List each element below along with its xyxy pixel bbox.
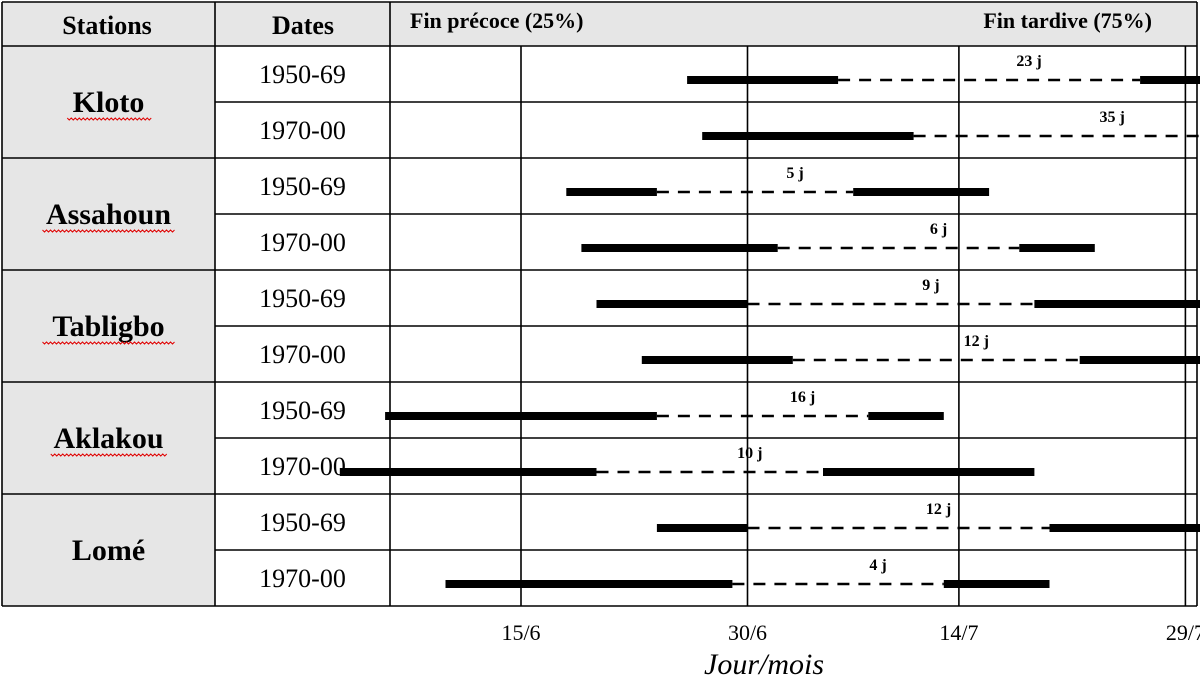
gap-label: 5 j: [786, 165, 803, 182]
period-label: 1950-69: [259, 284, 346, 313]
x-tick-label: 30/6: [728, 620, 767, 645]
gap-label: 4 j: [869, 557, 886, 574]
period-label: 1970-00: [259, 228, 346, 257]
header-stations: Stations: [62, 11, 152, 40]
gap-label: 6 j: [930, 221, 947, 238]
spellcheck-underline: [42, 229, 175, 233]
spellcheck-underline: [66, 117, 152, 121]
x-tick-label: 14/7: [939, 620, 978, 645]
period-label: 1970-00: [259, 116, 346, 145]
header-band: [2, 2, 1197, 46]
gap-label: 35 j: [1099, 109, 1124, 126]
x-tick-label: 29/7: [1166, 620, 1200, 645]
gap-label: 12 j: [964, 333, 989, 350]
grid-lines: [1, 1, 1198, 607]
period-label: 1970-00: [259, 564, 346, 593]
range-marks: [339, 76, 1200, 588]
gap-label: 23 j: [1016, 53, 1041, 70]
period-label: 1950-69: [259, 396, 346, 425]
station-name: Assahoun: [46, 198, 171, 231]
period-label: 1950-69: [259, 508, 346, 537]
gap-label: 10 j: [737, 445, 762, 462]
gap-label: 12 j: [926, 501, 951, 518]
header-early: Fin précoce (25%): [410, 8, 584, 33]
station-name: Kloto: [73, 86, 145, 119]
header-dates: Dates: [272, 11, 334, 40]
spellcheck-underline: [50, 453, 168, 457]
spellcheck-underline: [42, 341, 175, 345]
station-name: Tabligbo: [52, 310, 164, 343]
x-tick-label: 15/6: [501, 620, 540, 645]
station-name: Lomé: [72, 534, 145, 567]
station-column-bg: [2, 46, 215, 606]
period-label: 1970-00: [259, 340, 346, 369]
period-label: 1950-69: [259, 60, 346, 89]
header-late: Fin tardive (75%): [983, 8, 1152, 33]
table-backgrounds: [2, 2, 1197, 606]
period-label: 1970-00: [259, 452, 346, 481]
station-name: Aklakou: [53, 422, 163, 455]
gap-label: 9 j: [922, 277, 939, 294]
chart-labels: Stations Dates Fin précoce (25%) Fin tar…: [42, 8, 1200, 681]
period-label: 1950-69: [259, 172, 346, 201]
x-axis-title: Jour/mois: [704, 648, 824, 681]
gap-label: 16 j: [790, 389, 815, 406]
